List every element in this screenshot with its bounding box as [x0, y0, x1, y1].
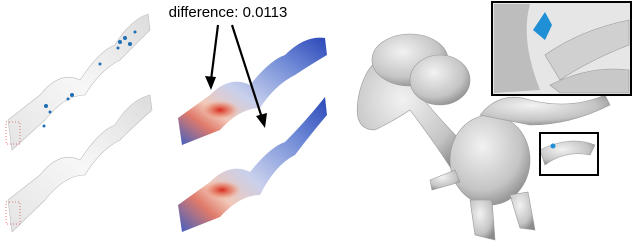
page: difference: 0.0113 (() => { const data =… [0, 0, 633, 249]
inset [492, 2, 631, 95]
figure: difference: 0.0113 [0, 0, 633, 249]
left-strips [6, 14, 152, 232]
marker [551, 144, 556, 149]
annotation: difference: 0.0113 [169, 4, 288, 21]
middle-strips [178, 38, 327, 232]
